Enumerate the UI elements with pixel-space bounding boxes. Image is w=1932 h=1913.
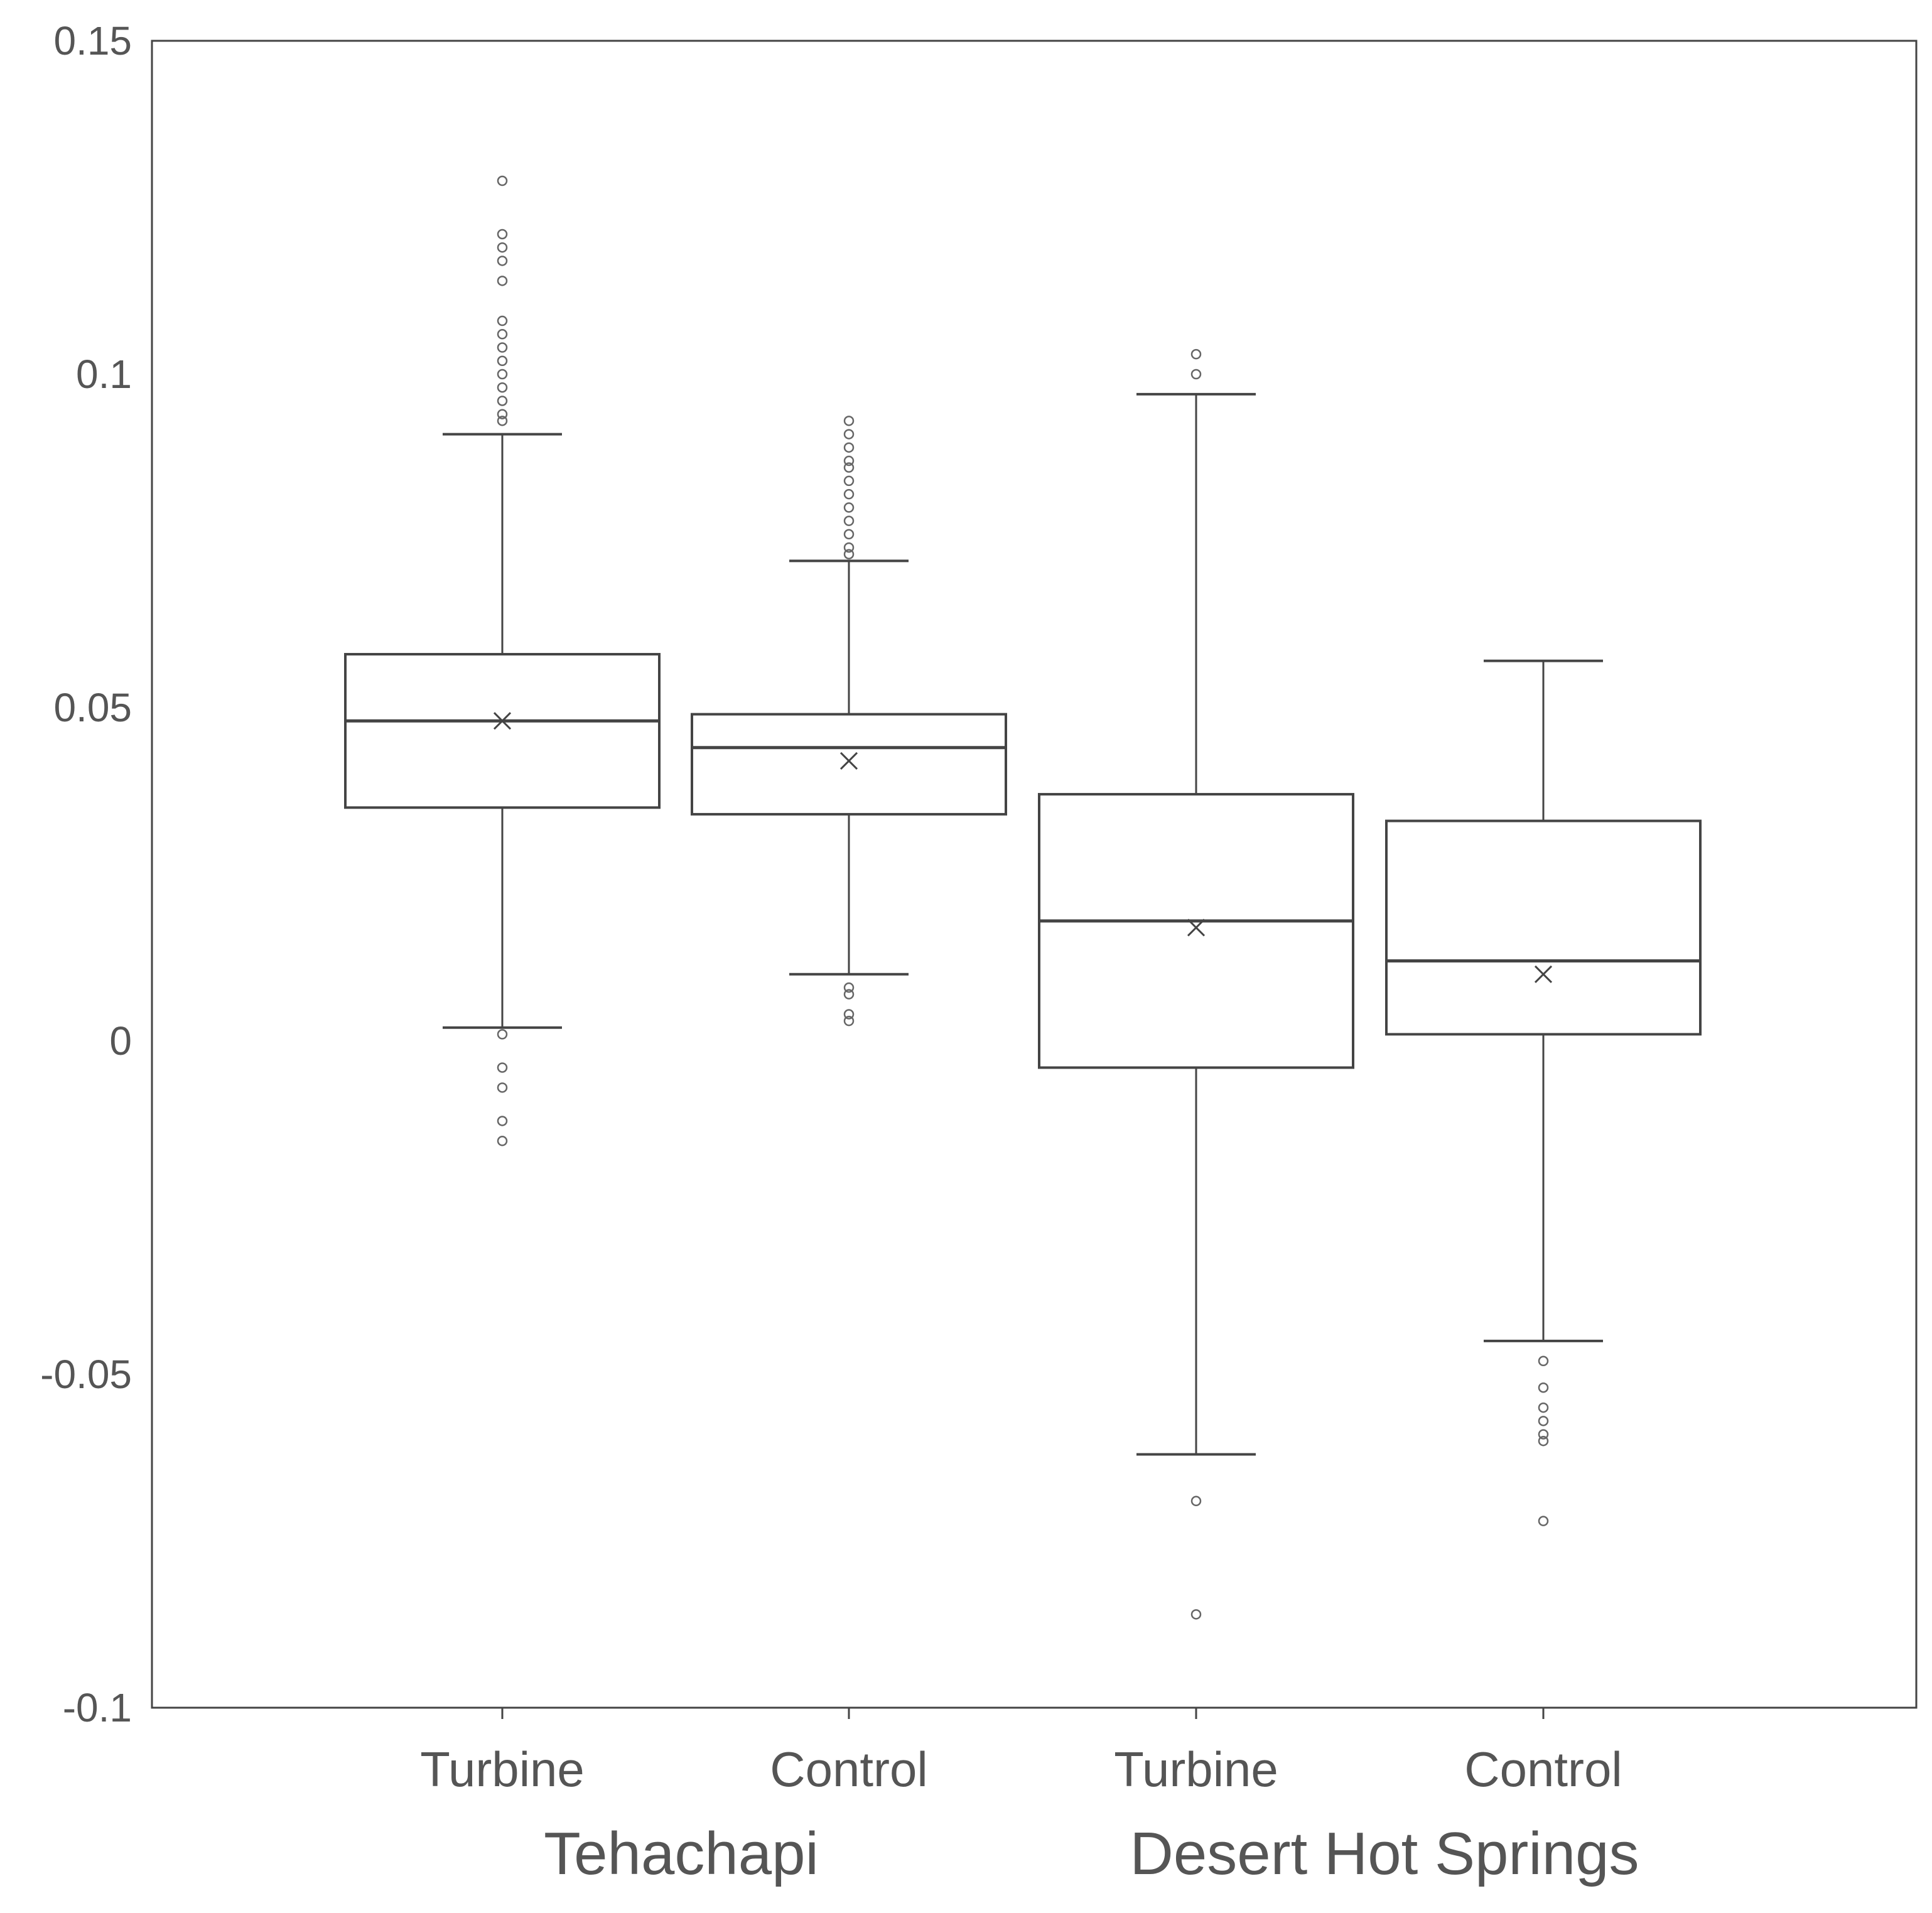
- outlier-point: [497, 369, 508, 380]
- y-tick-label: 0.15: [53, 18, 132, 63]
- outlier-point: [497, 416, 508, 426]
- outlier-point: [497, 1082, 508, 1093]
- mean-marker: [493, 712, 512, 730]
- x-group-label: Tehachapi: [544, 1820, 819, 1887]
- outlier-point: [497, 1062, 508, 1073]
- x-category-label: Turbine: [1114, 1742, 1278, 1797]
- outlier-point: [497, 242, 508, 253]
- outlier-point: [1190, 1609, 1202, 1620]
- box-iqr: [344, 653, 661, 809]
- outlier-point: [843, 549, 855, 559]
- outlier-point: [843, 488, 855, 500]
- outlier-point: [497, 1136, 508, 1146]
- mean-marker: [839, 752, 858, 770]
- y-axis: 0.15 0.1 0.05 0 -0.05 -0.1: [40, 18, 132, 1730]
- outlier-point: [843, 462, 855, 473]
- x-category-label: Turbine: [420, 1742, 585, 1797]
- outlier-point: [843, 455, 855, 466]
- outlier-point: [497, 396, 508, 406]
- outlier-point: [1538, 1382, 1549, 1393]
- outlier-point: [497, 409, 508, 419]
- outlier-point: [1190, 1495, 1202, 1507]
- outlier-point: [843, 475, 855, 487]
- outlier-point: [1538, 1516, 1549, 1526]
- outlier-point: [843, 542, 855, 553]
- outlier-point: [843, 442, 855, 453]
- outlier-point: [843, 982, 855, 993]
- y-tick-label: 0.05: [53, 685, 132, 730]
- box-iqr: [691, 713, 1007, 816]
- outlier-point: [497, 175, 508, 186]
- outlier-point: [843, 529, 855, 540]
- outlier-point: [497, 256, 508, 266]
- outlier-point: [497, 1029, 508, 1040]
- outlier-point: [843, 416, 855, 426]
- x-category-label: Control: [770, 1742, 927, 1797]
- box-1: [344, 175, 661, 1146]
- box-3: [1038, 348, 1354, 1620]
- x-axis: Turbine Control Tehachapi Turbine Control Des…: [420, 1708, 1639, 1887]
- outlier-point: [497, 315, 508, 326]
- outlier-point: [843, 502, 855, 513]
- y-tick-label: 0: [109, 1018, 132, 1064]
- outlier-point: [843, 429, 855, 439]
- outlier-point: [497, 382, 508, 393]
- plot-frame: [151, 40, 1918, 1709]
- x-category-label: Control: [1464, 1742, 1622, 1797]
- outlier-point: [843, 989, 855, 1000]
- outlier-point: [843, 515, 855, 526]
- box-2: [691, 416, 1007, 1027]
- outlier-point: [1538, 1416, 1549, 1426]
- y-tick-label: 0.1: [76, 352, 132, 397]
- y-tick-label: -0.05: [40, 1352, 132, 1397]
- y-tick-label: -0.1: [63, 1685, 132, 1730]
- box-iqr: [1385, 819, 1702, 1036]
- outlier-point: [1538, 1429, 1549, 1440]
- box-4: [1385, 659, 1702, 1526]
- mean-marker: [1187, 919, 1206, 937]
- outlier-point: [1190, 348, 1202, 360]
- box-iqr: [1038, 793, 1354, 1069]
- mean-marker: [1534, 965, 1553, 983]
- outlier-point: [497, 1116, 508, 1126]
- outlier-point: [497, 329, 508, 340]
- outlier-point: [843, 1009, 855, 1020]
- outlier-point: [497, 229, 508, 240]
- boxes: [344, 175, 1702, 1620]
- outlier-point: [843, 1015, 855, 1027]
- outlier-point: [1538, 1435, 1549, 1447]
- outlier-point: [1538, 1355, 1549, 1367]
- outlier-point: [497, 276, 508, 286]
- x-group-label: Desert Hot Springs: [1130, 1820, 1639, 1887]
- outlier-point: [1190, 369, 1202, 380]
- outlier-point: [1538, 1402, 1549, 1413]
- outlier-point: [497, 355, 508, 367]
- outlier-point: [497, 342, 508, 353]
